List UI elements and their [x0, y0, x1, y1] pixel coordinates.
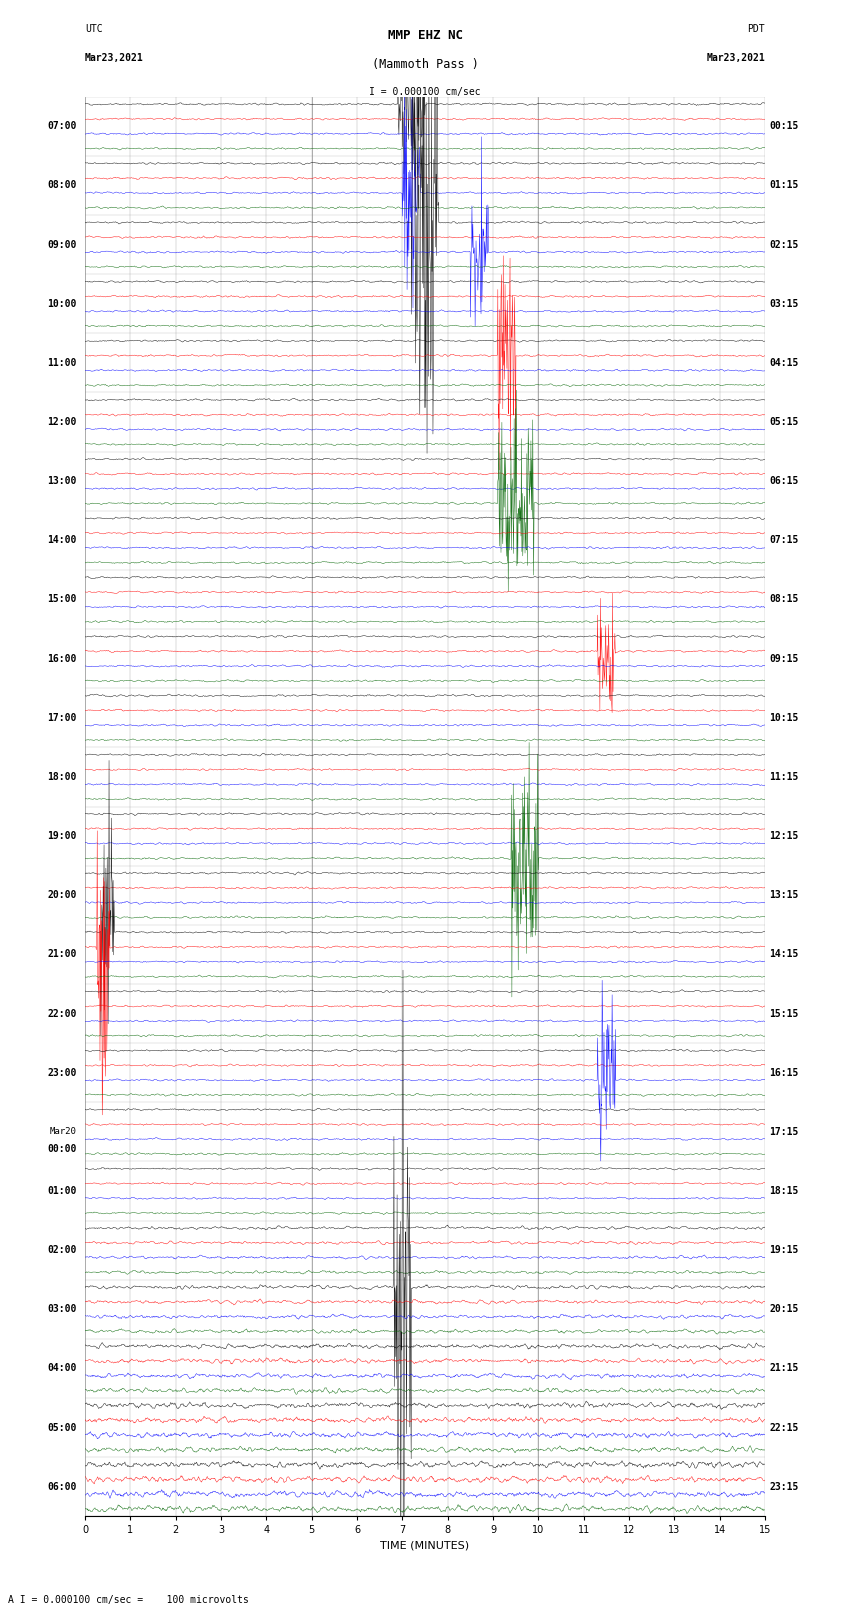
- Text: 18:15: 18:15: [769, 1186, 799, 1195]
- Text: 07:15: 07:15: [769, 536, 799, 545]
- Text: 07:00: 07:00: [47, 121, 76, 131]
- Text: 08:15: 08:15: [769, 595, 799, 605]
- Text: 23:00: 23:00: [47, 1068, 76, 1077]
- Text: 00:00: 00:00: [47, 1144, 76, 1153]
- Text: 21:15: 21:15: [769, 1363, 799, 1373]
- Text: 06:00: 06:00: [47, 1482, 76, 1492]
- Text: 09:00: 09:00: [47, 240, 76, 250]
- Text: 02:00: 02:00: [47, 1245, 76, 1255]
- Text: 20:00: 20:00: [47, 890, 76, 900]
- Text: 03:15: 03:15: [769, 298, 799, 308]
- Text: 05:00: 05:00: [47, 1423, 76, 1432]
- Text: 16:00: 16:00: [47, 653, 76, 663]
- Text: 01:15: 01:15: [769, 181, 799, 190]
- Text: 17:00: 17:00: [47, 713, 76, 723]
- Text: 11:15: 11:15: [769, 773, 799, 782]
- Text: 13:00: 13:00: [47, 476, 76, 486]
- Text: 16:15: 16:15: [769, 1068, 799, 1077]
- Text: (Mammoth Pass ): (Mammoth Pass ): [371, 58, 479, 71]
- Text: 18:00: 18:00: [47, 773, 76, 782]
- Text: 20:15: 20:15: [769, 1305, 799, 1315]
- Text: 21:00: 21:00: [47, 950, 76, 960]
- Text: 10:15: 10:15: [769, 713, 799, 723]
- Text: 23:15: 23:15: [769, 1482, 799, 1492]
- X-axis label: TIME (MINUTES): TIME (MINUTES): [381, 1540, 469, 1550]
- Text: 09:15: 09:15: [769, 653, 799, 663]
- Text: 14:15: 14:15: [769, 950, 799, 960]
- Text: Mar23,2021: Mar23,2021: [85, 53, 144, 63]
- Text: 05:15: 05:15: [769, 418, 799, 427]
- Text: A I = 0.000100 cm/sec =    100 microvolts: A I = 0.000100 cm/sec = 100 microvolts: [8, 1595, 249, 1605]
- Text: Mar23,2021: Mar23,2021: [706, 53, 765, 63]
- Text: 04:00: 04:00: [47, 1363, 76, 1373]
- Text: 11:00: 11:00: [47, 358, 76, 368]
- Text: 06:15: 06:15: [769, 476, 799, 486]
- Text: 17:15: 17:15: [769, 1127, 799, 1137]
- Text: 19:15: 19:15: [769, 1245, 799, 1255]
- Text: 12:00: 12:00: [47, 418, 76, 427]
- Text: 14:00: 14:00: [47, 536, 76, 545]
- Text: I = 0.000100 cm/sec: I = 0.000100 cm/sec: [369, 87, 481, 97]
- Text: UTC: UTC: [85, 24, 103, 34]
- Text: 08:00: 08:00: [47, 181, 76, 190]
- Text: Mar20: Mar20: [49, 1127, 76, 1136]
- Text: 15:15: 15:15: [769, 1008, 799, 1018]
- Text: 02:15: 02:15: [769, 240, 799, 250]
- Text: MMP EHZ NC: MMP EHZ NC: [388, 29, 462, 42]
- Text: 19:00: 19:00: [47, 831, 76, 840]
- Text: 03:00: 03:00: [47, 1305, 76, 1315]
- Text: 01:00: 01:00: [47, 1186, 76, 1195]
- Text: 22:00: 22:00: [47, 1008, 76, 1018]
- Text: 10:00: 10:00: [47, 298, 76, 308]
- Text: 04:15: 04:15: [769, 358, 799, 368]
- Text: 13:15: 13:15: [769, 890, 799, 900]
- Text: 00:15: 00:15: [769, 121, 799, 131]
- Text: 15:00: 15:00: [47, 595, 76, 605]
- Text: 22:15: 22:15: [769, 1423, 799, 1432]
- Text: 12:15: 12:15: [769, 831, 799, 840]
- Text: PDT: PDT: [747, 24, 765, 34]
